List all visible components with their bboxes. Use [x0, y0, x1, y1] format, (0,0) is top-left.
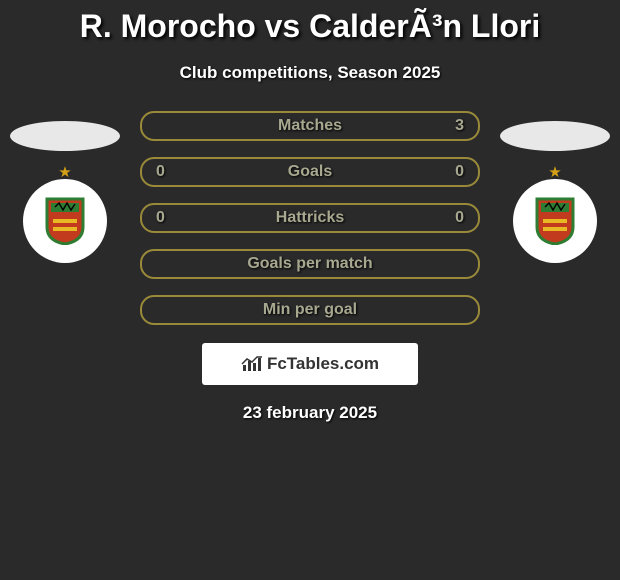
shield-icon: [535, 197, 575, 245]
subtitle: Club competitions, Season 2025: [0, 63, 620, 83]
branding-text: FcTables.com: [267, 354, 379, 374]
stat-value-right: 3: [455, 117, 464, 135]
stats-area: ★ ·Matches30Goals00Hattricks0·Goals per …: [0, 111, 620, 325]
player-right-club-badge: ★: [513, 179, 597, 263]
player-left-col: ★: [10, 111, 120, 263]
player-right-photo-placeholder: [500, 121, 610, 151]
stat-value-right: 0: [455, 209, 464, 227]
page-title: R. Morocho vs CalderÃ³n Llori: [0, 8, 620, 45]
stat-row: ·Matches3: [140, 111, 480, 141]
stat-value-left: 0: [156, 209, 165, 227]
stat-label: Matches: [278, 117, 342, 135]
player-left-photo-placeholder: [10, 121, 120, 151]
stat-value-left: 0: [156, 163, 165, 181]
stat-label: Goals per match: [247, 255, 372, 273]
star-icon: ★: [58, 163, 71, 181]
star-icon: ★: [548, 163, 561, 181]
branding-badge: FcTables.com: [202, 343, 418, 385]
stat-row: ·Goals per match·: [140, 249, 480, 279]
shield-icon: [45, 197, 85, 245]
stats-column: ·Matches30Goals00Hattricks0·Goals per ma…: [140, 111, 480, 325]
stat-value-right: 0: [455, 163, 464, 181]
stat-row: 0 Goals 0: [140, 157, 480, 187]
player-right-col: ★: [500, 111, 610, 263]
date-text: 23 february 2025: [0, 403, 620, 423]
stat-row: 0 Hattricks 0: [140, 203, 480, 233]
stat-row: ·Min per goal·: [140, 295, 480, 325]
chart-icon: [241, 355, 263, 373]
stat-label: Min per goal: [263, 301, 357, 319]
stat-label: Hattricks: [276, 209, 344, 227]
stat-label: Goals: [288, 163, 332, 181]
player-left-club-badge: ★: [23, 179, 107, 263]
